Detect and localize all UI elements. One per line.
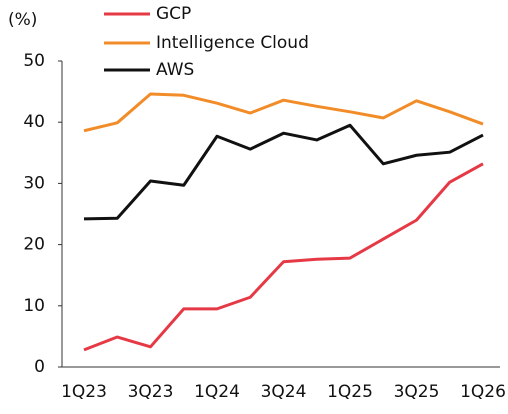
x-tick-label: 3Q25 bbox=[394, 382, 440, 402]
x-tick-label: 1Q26 bbox=[460, 382, 506, 402]
y-tick-label: 0 bbox=[34, 357, 45, 377]
x-tick-label: 3Q24 bbox=[261, 382, 307, 402]
legend-label: AWS bbox=[156, 60, 194, 80]
y-tick-label: 10 bbox=[23, 296, 45, 316]
series-line bbox=[83, 92, 484, 133]
legend-label: GCP bbox=[156, 4, 191, 24]
x-tick-label: 1Q23 bbox=[61, 382, 107, 402]
x-tick-label: 1Q25 bbox=[327, 382, 373, 402]
y-tick-label: 30 bbox=[23, 173, 45, 193]
y-tick-label: 20 bbox=[23, 235, 45, 255]
x-tick-label: 1Q24 bbox=[194, 382, 240, 402]
series-line bbox=[83, 123, 484, 221]
y-tick-label: 50 bbox=[23, 51, 45, 71]
y-tick-label: 40 bbox=[23, 112, 45, 132]
x-tick-label: 3Q23 bbox=[128, 382, 174, 402]
legend-label: Intelligence Cloud bbox=[156, 33, 309, 53]
series-line bbox=[83, 162, 484, 352]
y-axis-label: (%) bbox=[8, 10, 37, 30]
